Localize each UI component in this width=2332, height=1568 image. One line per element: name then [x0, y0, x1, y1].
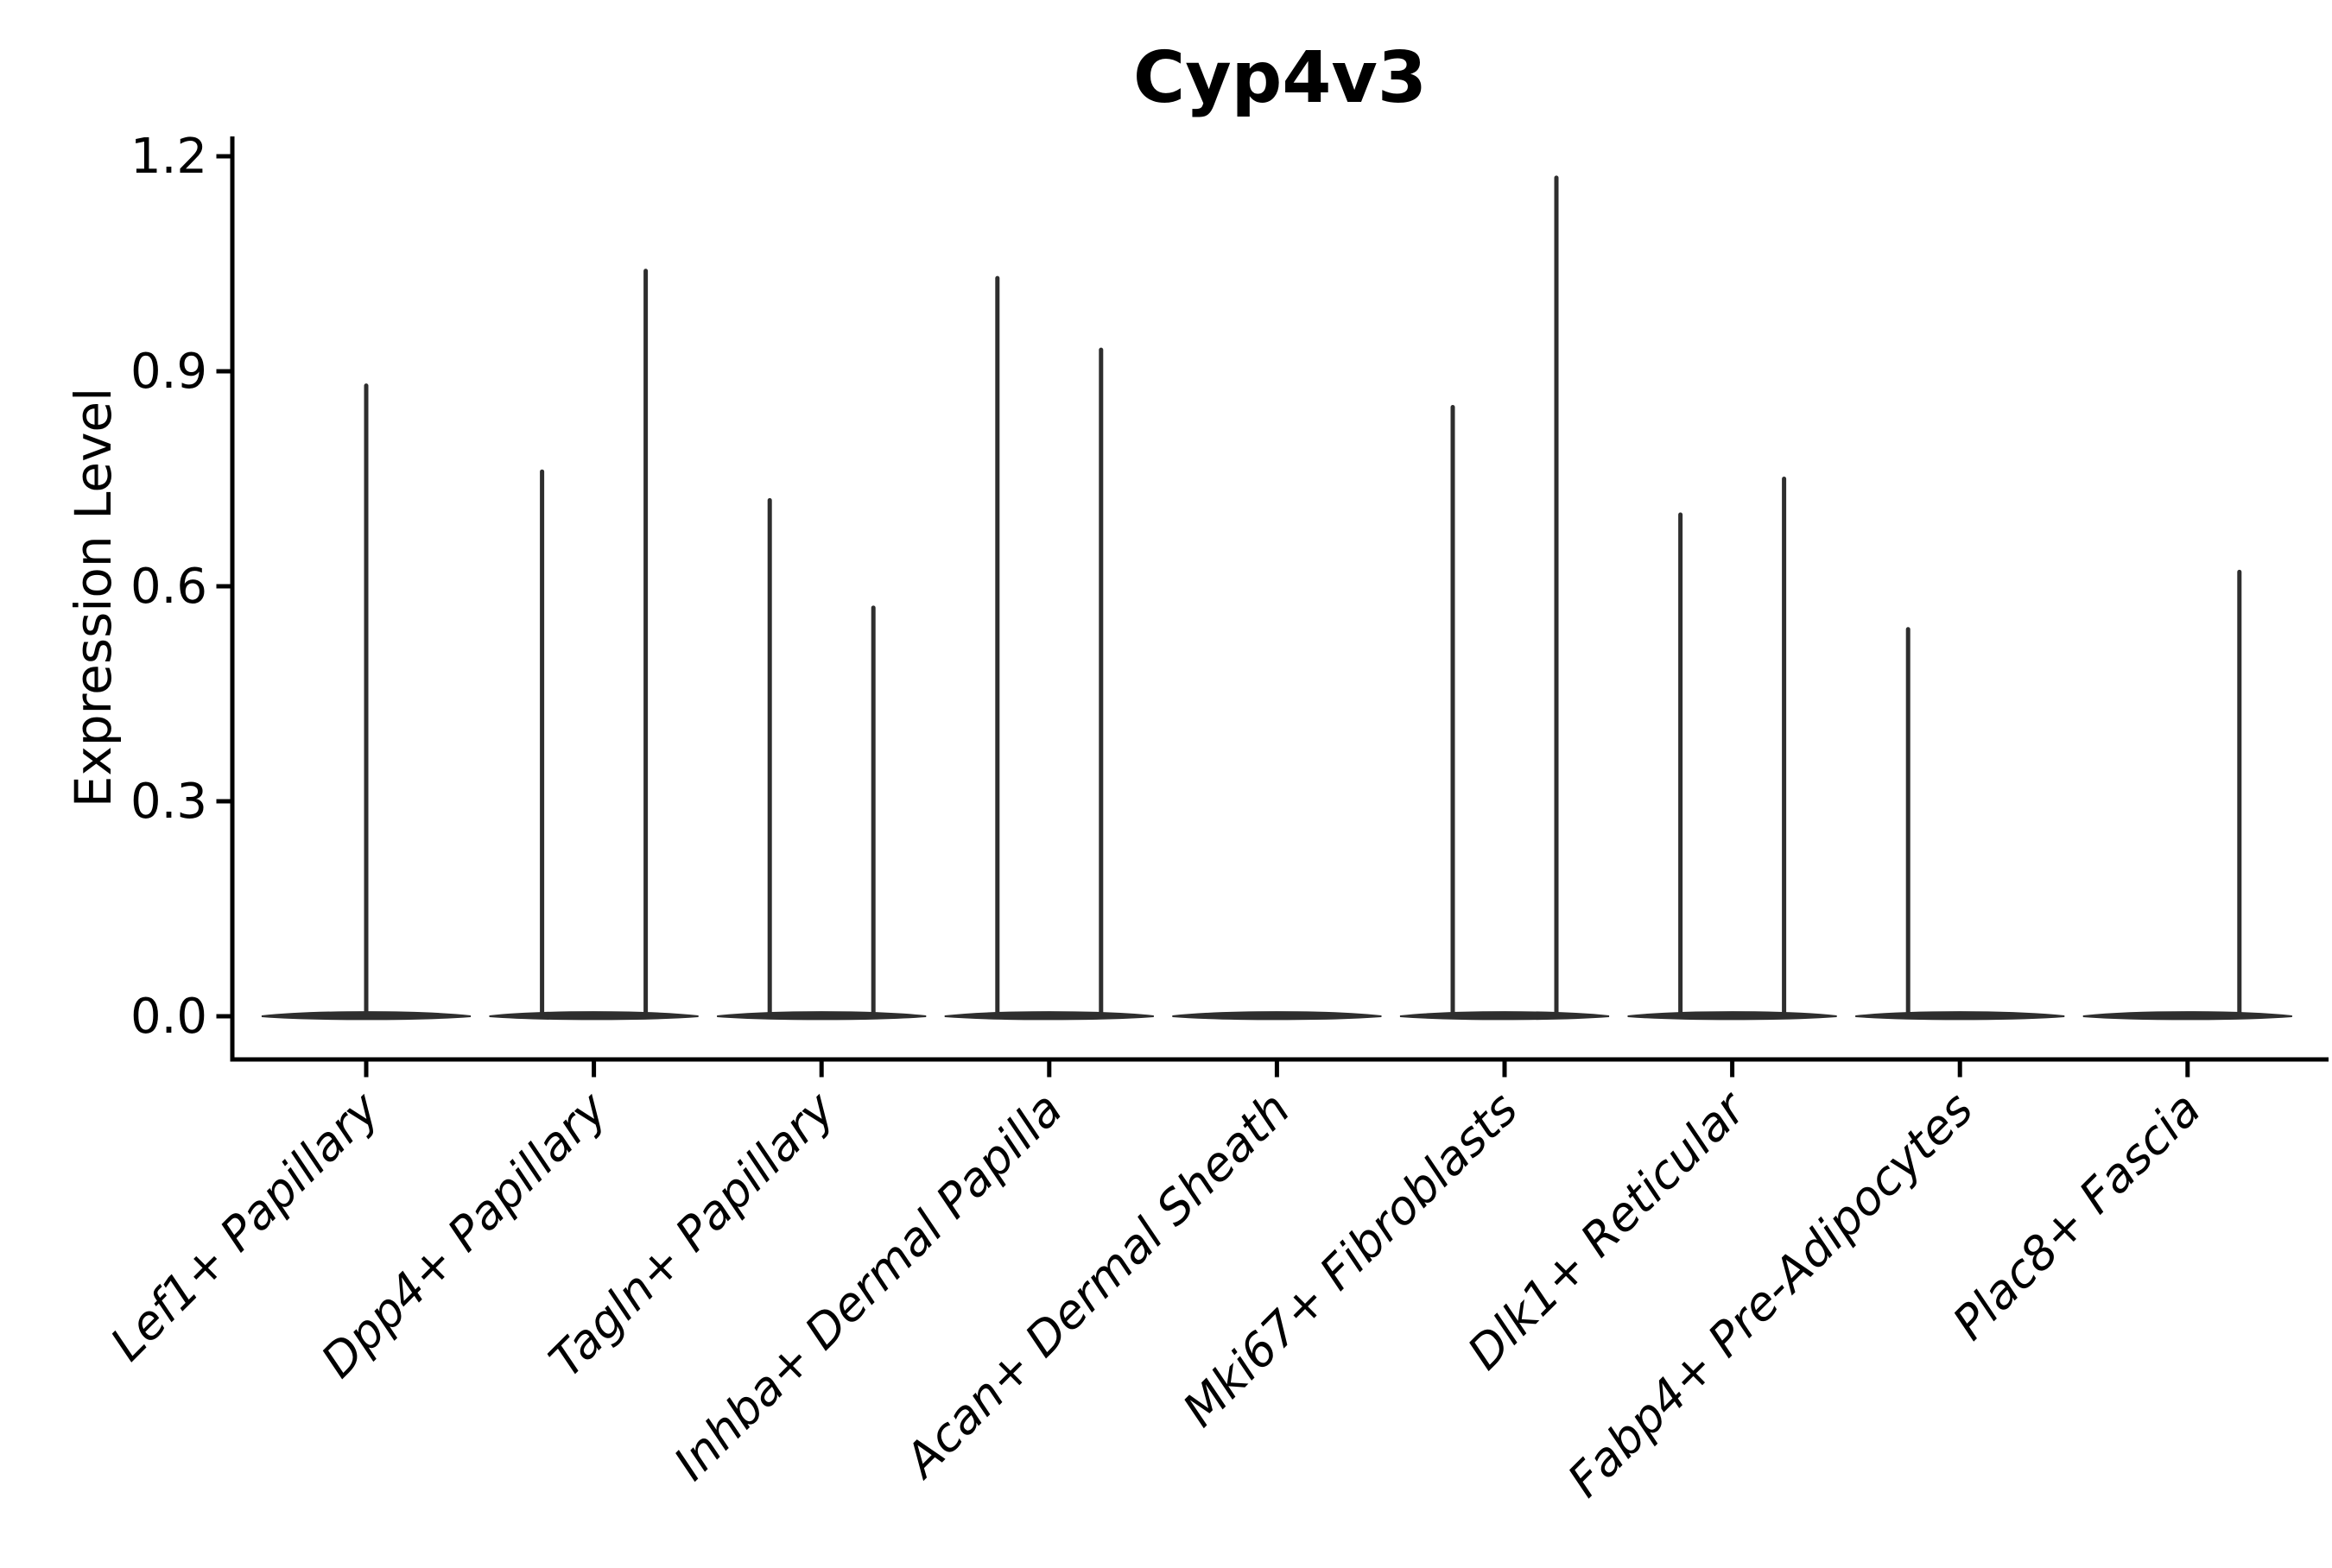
y-tick-label-1: 0.3	[130, 774, 207, 830]
violin-body-4	[1172, 1011, 1382, 1021]
chart-title: Cyp4v3	[1133, 37, 1427, 119]
violin-body-7	[1855, 1011, 2065, 1021]
y-tick-label-4: 1.2	[130, 129, 207, 185]
violin-plot-figure: Cyp4v3 Expression Level 0.0 0.3 0.6 0.9 1.2 L…	[35, 14, 2332, 1568]
violin-body-6	[1627, 1011, 1837, 1021]
violin-body-8	[2082, 1011, 2292, 1021]
violin-body-5	[1399, 1011, 1610, 1021]
y-tick-label-3: 0.9	[130, 344, 207, 400]
x-tick-label-7: Fabp4+ Pre-Adipocytes	[1557, 1082, 1983, 1508]
x-tick-label-3: Inhba+ Dermal Papilla	[663, 1082, 1073, 1491]
violin-body-3	[944, 1011, 1154, 1021]
x-tick-label-8: Plac8+ Fascia	[1942, 1082, 2211, 1350]
y-tick-label-0: 0.0	[130, 989, 207, 1045]
violin-body-1	[489, 1011, 699, 1021]
x-tick-label-4: Acan+ Dermal Sheath	[893, 1082, 1301, 1489]
y-tick-label-2: 0.6	[130, 559, 207, 615]
violin-body-2	[717, 1011, 927, 1021]
